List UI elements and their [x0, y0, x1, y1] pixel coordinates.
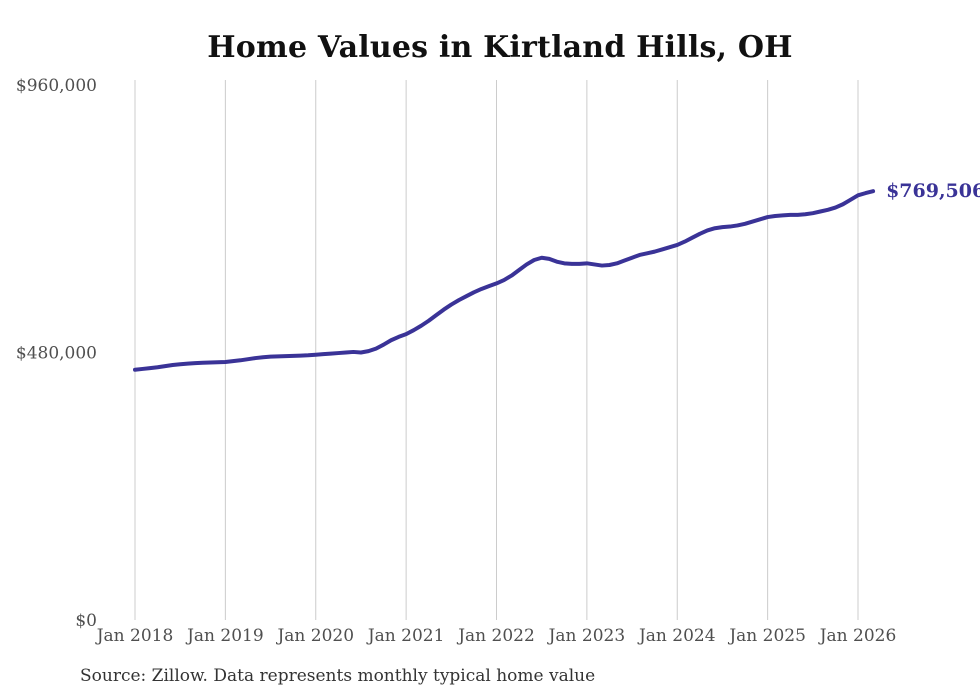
end-value-label: $769,506	[886, 180, 980, 202]
source-note: Source: Zillow. Data represents monthly …	[80, 666, 596, 686]
x-tick-label: Jan 2021	[366, 626, 445, 646]
y-tick-label: $0	[75, 611, 97, 631]
x-tick-label: Jan 2022	[456, 626, 535, 646]
x-tick-label: Jan 2025	[727, 626, 806, 646]
y-tick-label: $480,000	[16, 344, 97, 364]
chart-title: Home Values in Kirtland Hills, OH	[207, 30, 793, 65]
x-tick-label: Jan 2020	[275, 626, 354, 646]
home-value-line	[133, 189, 876, 372]
x-tick-label: Jan 2023	[547, 626, 626, 646]
x-tick-label: Jan 2024	[637, 626, 716, 646]
x-tick-label: Jan 2019	[185, 626, 264, 646]
x-tick-label: Jan 2018	[95, 626, 174, 646]
x-tick-label: Jan 2026	[818, 626, 897, 646]
y-tick-label: $960,000	[16, 76, 97, 96]
